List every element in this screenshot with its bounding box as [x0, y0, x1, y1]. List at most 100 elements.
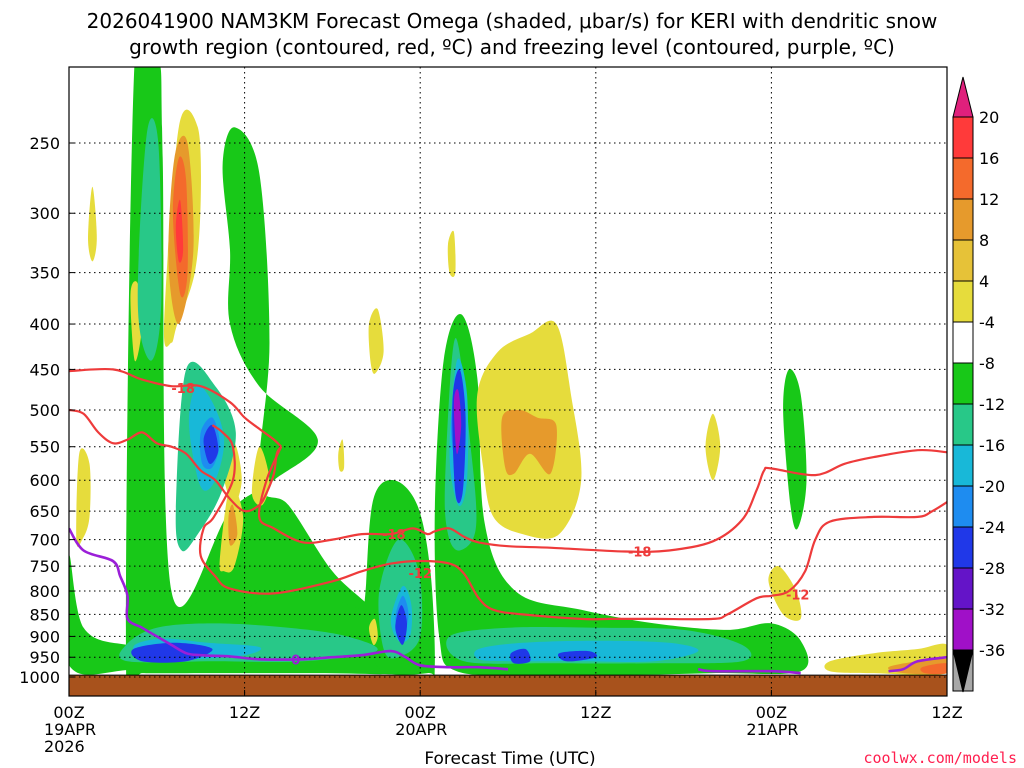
x-tick-label-1-0: 12Z — [229, 703, 260, 722]
y-tick-label-15: 1000 — [19, 668, 60, 687]
y-tick-label-8: 650 — [29, 502, 60, 521]
freezing-label-0-text: 0 — [291, 653, 300, 668]
y-tick-label-4: 450 — [29, 360, 60, 379]
omega-region-22 — [510, 648, 531, 664]
omega-region-43 — [228, 504, 238, 546]
colorbar-label-1: 16 — [979, 149, 999, 168]
dgz-contour-2 — [198, 424, 947, 621]
y-tick-label-5: 500 — [29, 401, 60, 420]
omega-region-26 — [453, 388, 462, 455]
y-tick-label-12: 850 — [29, 605, 60, 624]
omega-region-37 — [705, 413, 721, 481]
colorbar: 20 16 12 8 4 -4 -8 -12 -16 -20 -24 -28 -32 -36 — [952, 76, 1005, 693]
colorbar-swatch-6 — [952, 362, 974, 405]
freezing-contour-2 — [888, 655, 947, 673]
x-tick-label-0-0: 00Z — [53, 703, 84, 722]
title-line-2: growth region (contoured, red, ºC) and f… — [129, 35, 895, 59]
colorbar-swatch-5 — [952, 321, 974, 364]
y-tick-label-9: 700 — [29, 531, 60, 550]
freezing-contour-1 — [697, 667, 801, 675]
colorbar-label-0: 20 — [979, 108, 999, 127]
colorbar-swatch-2 — [952, 198, 974, 241]
colorbar-label-5: -4 — [979, 313, 995, 332]
y-tick-label-1: 300 — [29, 204, 60, 223]
dgz-label-1: -18 — [382, 528, 406, 543]
y-tick-label-13: 900 — [29, 627, 60, 646]
colorbar-swatch-1 — [952, 157, 974, 200]
colorbar-label-10: -24 — [979, 518, 1005, 537]
dgz-contour-1 — [69, 408, 283, 513]
x-tick-label-2-0: 00Z — [405, 703, 436, 722]
y-tick-label-10: 750 — [29, 557, 60, 576]
colorbar-label-12: -32 — [979, 600, 1005, 619]
freezing-label-0: 0 — [291, 653, 300, 668]
contour-labels: -18 -18 -12 -18 -12 0 — [171, 382, 810, 668]
dgz-label-3: -18 — [628, 546, 652, 561]
omega-region-30 — [76, 448, 91, 547]
dgz-label-1-text: -18 — [382, 528, 406, 543]
omega-region-24 — [395, 605, 408, 645]
colorbar-swatch-7 — [952, 403, 974, 446]
omega-region-10 — [137, 118, 162, 361]
colorbar-label-13: -36 — [979, 641, 1005, 660]
dgz-label-2-text: -12 — [408, 567, 432, 582]
dgz-label-0-text: -18 — [171, 382, 195, 397]
y-tick-label-7: 600 — [29, 471, 60, 490]
y-tick-label-14: 950 — [29, 648, 60, 667]
y-axis: 250 300 350 400 450 500 550 600 650 700 750 800 850 9… — [19, 134, 75, 687]
colorbar-label-9: -20 — [979, 477, 1005, 496]
y-tick-label-3: 400 — [29, 315, 60, 334]
dgz-label-4-text: -12 — [786, 588, 810, 603]
x-tick-label-5-0: 12Z — [931, 703, 962, 722]
dgz-contours — [69, 367, 947, 621]
title-line-1: 2026041900 NAM3KM Forecast Omega (shaded… — [87, 9, 938, 33]
colorbar-label-8: -16 — [979, 436, 1005, 455]
omega-region-29 — [88, 186, 97, 262]
colorbar-swatch-12 — [952, 608, 974, 651]
x-tick-label-2-1: 20APR — [395, 720, 447, 739]
colorbar-label-2: 12 — [979, 190, 999, 209]
colorbar-top-arrow — [952, 76, 974, 118]
freezing-contour-0 — [69, 527, 509, 671]
colorbar-bottom-arrow — [952, 649, 974, 693]
omega-region-48 — [175, 199, 184, 263]
y-tick-label-0: 250 — [29, 134, 60, 153]
terrain-fill — [69, 675, 947, 696]
colorbar-swatch-8 — [952, 444, 974, 487]
dgz-contour-0 — [69, 367, 282, 448]
dgz-label-3-text: -18 — [628, 546, 652, 561]
x-tick-label-3-0: 12Z — [580, 703, 611, 722]
colorbar-swatch-0 — [952, 116, 974, 159]
omega-region-36 — [447, 230, 456, 277]
colorbar-label-4: 4 — [979, 272, 989, 291]
x-tick-label-4-0: 00Z — [756, 703, 787, 722]
x-axis-title: Forecast Time (UTC) — [424, 749, 595, 768]
chart-title: 2026041900 NAM3KM Forecast Omega (shaded… — [87, 9, 938, 59]
x-tick-label-4-1: 21APR — [746, 720, 798, 739]
y-tick-label-2: 350 — [29, 264, 60, 283]
colorbar-swatch-9 — [952, 485, 974, 528]
omega-region-35 — [368, 308, 384, 374]
colorbar-label-7: -12 — [979, 395, 1005, 414]
omega-region-20 — [131, 642, 213, 663]
omega-region-32 — [251, 446, 270, 506]
colorbar-label-3: 8 — [979, 231, 989, 250]
plot-frame — [68, 66, 948, 697]
credit-text: coolwx.com/models — [863, 749, 1017, 767]
x-tick-label-0-2: 2026 — [44, 737, 85, 756]
omega-region-41 — [338, 439, 345, 472]
colorbar-swatch-10 — [952, 526, 974, 569]
omega-region-4 — [783, 368, 807, 530]
colorbar-label-6: -8 — [979, 354, 995, 373]
terrain-layer — [69, 674, 947, 696]
omega-shading — [69, 67, 947, 696]
colorbar-label-11: -28 — [979, 559, 1005, 578]
x-tick-label-0-1: 19APR — [44, 720, 96, 739]
colorbar-swatch-3 — [952, 239, 974, 282]
dgz-label-2: -12 — [408, 567, 432, 582]
omega-region-25 — [203, 424, 219, 465]
y-tick-label-6: 550 — [29, 438, 60, 457]
freezing-level-contours — [69, 527, 947, 675]
